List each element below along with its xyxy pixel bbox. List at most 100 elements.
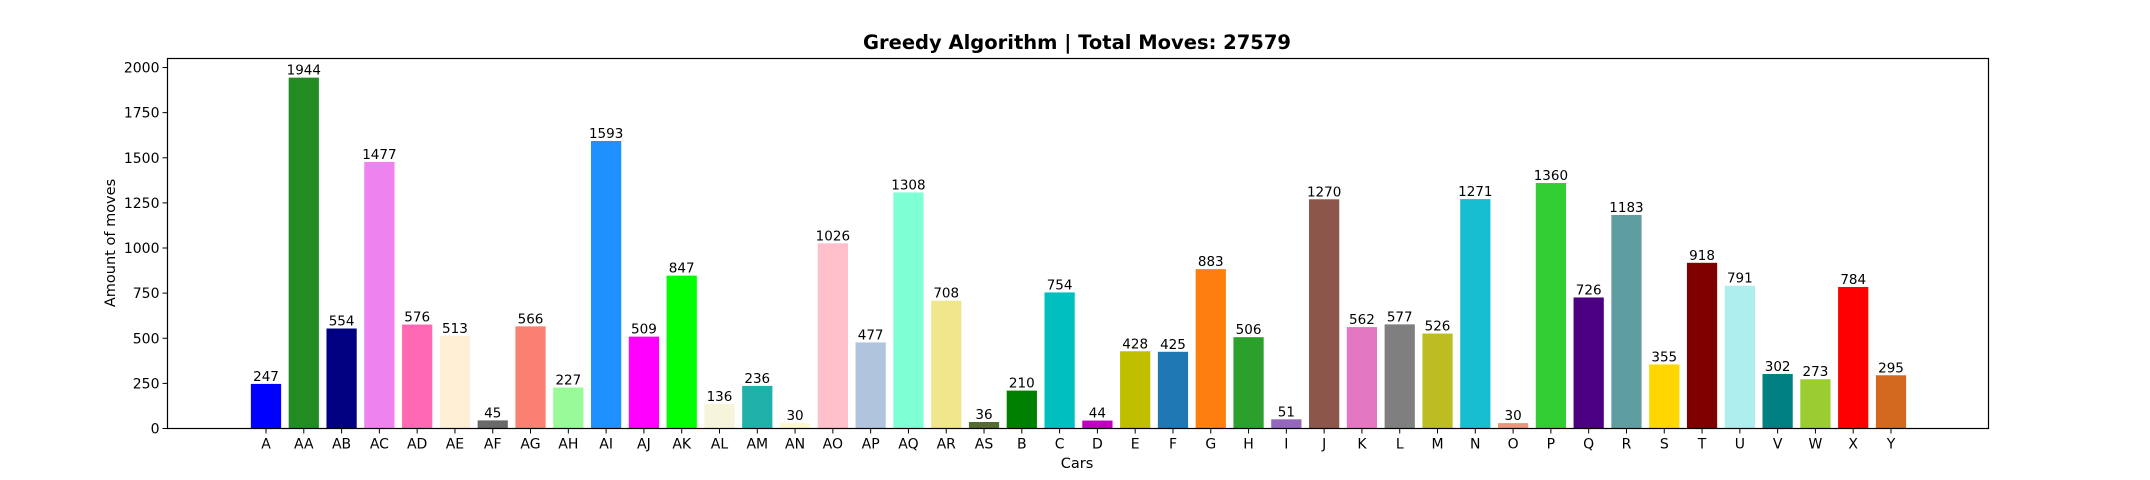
x-tick-label-ag: AG <box>520 437 540 453</box>
x-tick-label-ai: AI <box>599 437 613 453</box>
x-tick-label-al: AL <box>711 437 729 453</box>
value-label-a: 247 <box>253 369 279 385</box>
bar-af <box>477 420 508 429</box>
x-tick-label-n: N <box>1470 437 1480 453</box>
value-label-k: 562 <box>1349 312 1375 328</box>
value-label-m: 526 <box>1425 319 1451 335</box>
bar-p <box>1535 183 1566 429</box>
value-label-g: 883 <box>1198 254 1224 270</box>
value-label-u: 791 <box>1727 271 1753 287</box>
x-tick-label-a: A <box>261 437 271 453</box>
x-tick-label-aq: AQ <box>898 437 918 453</box>
bar-aq <box>893 192 924 429</box>
bar-d <box>1082 420 1113 429</box>
value-label-ab: 554 <box>329 314 355 330</box>
x-tick-label-m: M <box>1431 437 1443 453</box>
x-tick-label-x: X <box>1848 437 1858 453</box>
x-tick-label-as: AS <box>975 437 994 453</box>
value-label-c: 754 <box>1047 277 1073 293</box>
x-tick-label-h: H <box>1243 437 1254 453</box>
x-tick-label-q: Q <box>1583 437 1594 453</box>
bar-f <box>1157 351 1189 429</box>
x-tick-label-c: C <box>1055 437 1065 453</box>
bar-ar <box>931 300 962 429</box>
value-label-as: 36 <box>975 407 992 423</box>
bar-l <box>1384 324 1415 429</box>
y-axis-label: Amount of moves <box>103 179 119 307</box>
bar-ap <box>855 342 886 429</box>
value-labels-layer: 247 1944 554 1477 576 513 45 566 227 1593 509 847 13… <box>253 63 1904 424</box>
bar-n <box>1460 199 1491 429</box>
x-tick-label-ap: AP <box>862 437 880 453</box>
bar-j <box>1309 199 1340 429</box>
bar-am <box>742 385 773 429</box>
x-tick-label-ae: AE <box>446 437 464 453</box>
bar-ah <box>553 387 584 429</box>
x-tick-label-ab: AB <box>332 437 351 453</box>
value-label-ar: 708 <box>933 286 959 302</box>
y-tick-label-250: 250 <box>133 376 160 392</box>
bar-y <box>1875 375 1907 429</box>
x-tick-label-p: P <box>1547 437 1555 453</box>
bar-o <box>1497 423 1529 429</box>
value-label-o: 30 <box>1504 408 1521 424</box>
bar-ab <box>326 328 357 429</box>
value-label-q: 726 <box>1576 282 1602 298</box>
value-label-d: 44 <box>1089 406 1106 422</box>
bar-i <box>1271 419 1302 429</box>
value-label-f: 425 <box>1160 337 1186 353</box>
y-tick-label-750: 750 <box>133 286 160 302</box>
bar-s <box>1649 364 1680 429</box>
y-tick-label-1750: 1750 <box>124 106 160 122</box>
value-label-ak: 847 <box>669 261 695 277</box>
x-tick-label-t: T <box>1697 437 1707 453</box>
bar-ag <box>515 326 546 429</box>
x-tick-label-ar: AR <box>937 437 957 453</box>
y-tick-label-1500: 1500 <box>124 151 160 167</box>
bar-r <box>1611 214 1642 429</box>
bar-ak <box>666 275 697 429</box>
bar-ac <box>364 161 395 429</box>
x-tick-label-j: J <box>1321 437 1326 453</box>
x-tick-label-i: I <box>1284 437 1288 453</box>
x-tick-label-g: G <box>1205 437 1216 453</box>
bar-q <box>1573 297 1604 429</box>
y-tick-label-500: 500 <box>133 331 160 347</box>
x-axis: A AA AB AC AD AE AF AG AH AI AJ AK AL AM AN AO AP AQ AR AS B… <box>261 428 1896 453</box>
y-tick-label-0: 0 <box>151 422 160 438</box>
chart-title: Greedy Algorithm | Total Moves: 27579 <box>863 31 1291 54</box>
bars-layer <box>250 77 1907 429</box>
bar-aa <box>288 77 319 429</box>
x-tick-label-f: F <box>1169 437 1177 453</box>
bar-x <box>1838 287 1869 429</box>
x-tick-label-af: AF <box>484 437 502 453</box>
x-tick-label-u: U <box>1735 437 1745 453</box>
value-label-j: 1270 <box>1307 184 1341 200</box>
value-label-ao: 1026 <box>816 228 850 244</box>
bar-g <box>1195 269 1226 429</box>
bar-v <box>1762 373 1793 429</box>
bar-ae <box>439 335 471 429</box>
y-tick-label-1250: 1250 <box>124 196 160 212</box>
x-tick-label-e: E <box>1131 437 1140 453</box>
value-label-h: 506 <box>1236 322 1262 338</box>
bar-ai <box>591 140 622 429</box>
x-tick-label-k: K <box>1357 437 1367 453</box>
x-tick-label-aa: AA <box>294 437 314 453</box>
x-tick-label-r: R <box>1622 437 1632 453</box>
bar-h <box>1233 337 1264 429</box>
bar-a <box>250 383 282 429</box>
bar-as <box>968 422 1000 429</box>
bar-an <box>779 423 811 429</box>
bar-ao <box>817 243 848 429</box>
value-label-w: 273 <box>1803 364 1829 380</box>
value-label-i: 51 <box>1278 404 1295 420</box>
bar-ad <box>402 324 433 429</box>
x-tick-label-w: W <box>1808 437 1822 453</box>
bar-c <box>1044 292 1075 429</box>
y-axis: 0 250 500 750 1000 1250 1500 1750 2000 <box>124 61 168 438</box>
value-label-ah: 227 <box>555 373 581 389</box>
bar-aj <box>628 336 660 429</box>
x-tick-label-s: S <box>1660 437 1669 453</box>
x-tick-label-l: L <box>1396 437 1404 453</box>
